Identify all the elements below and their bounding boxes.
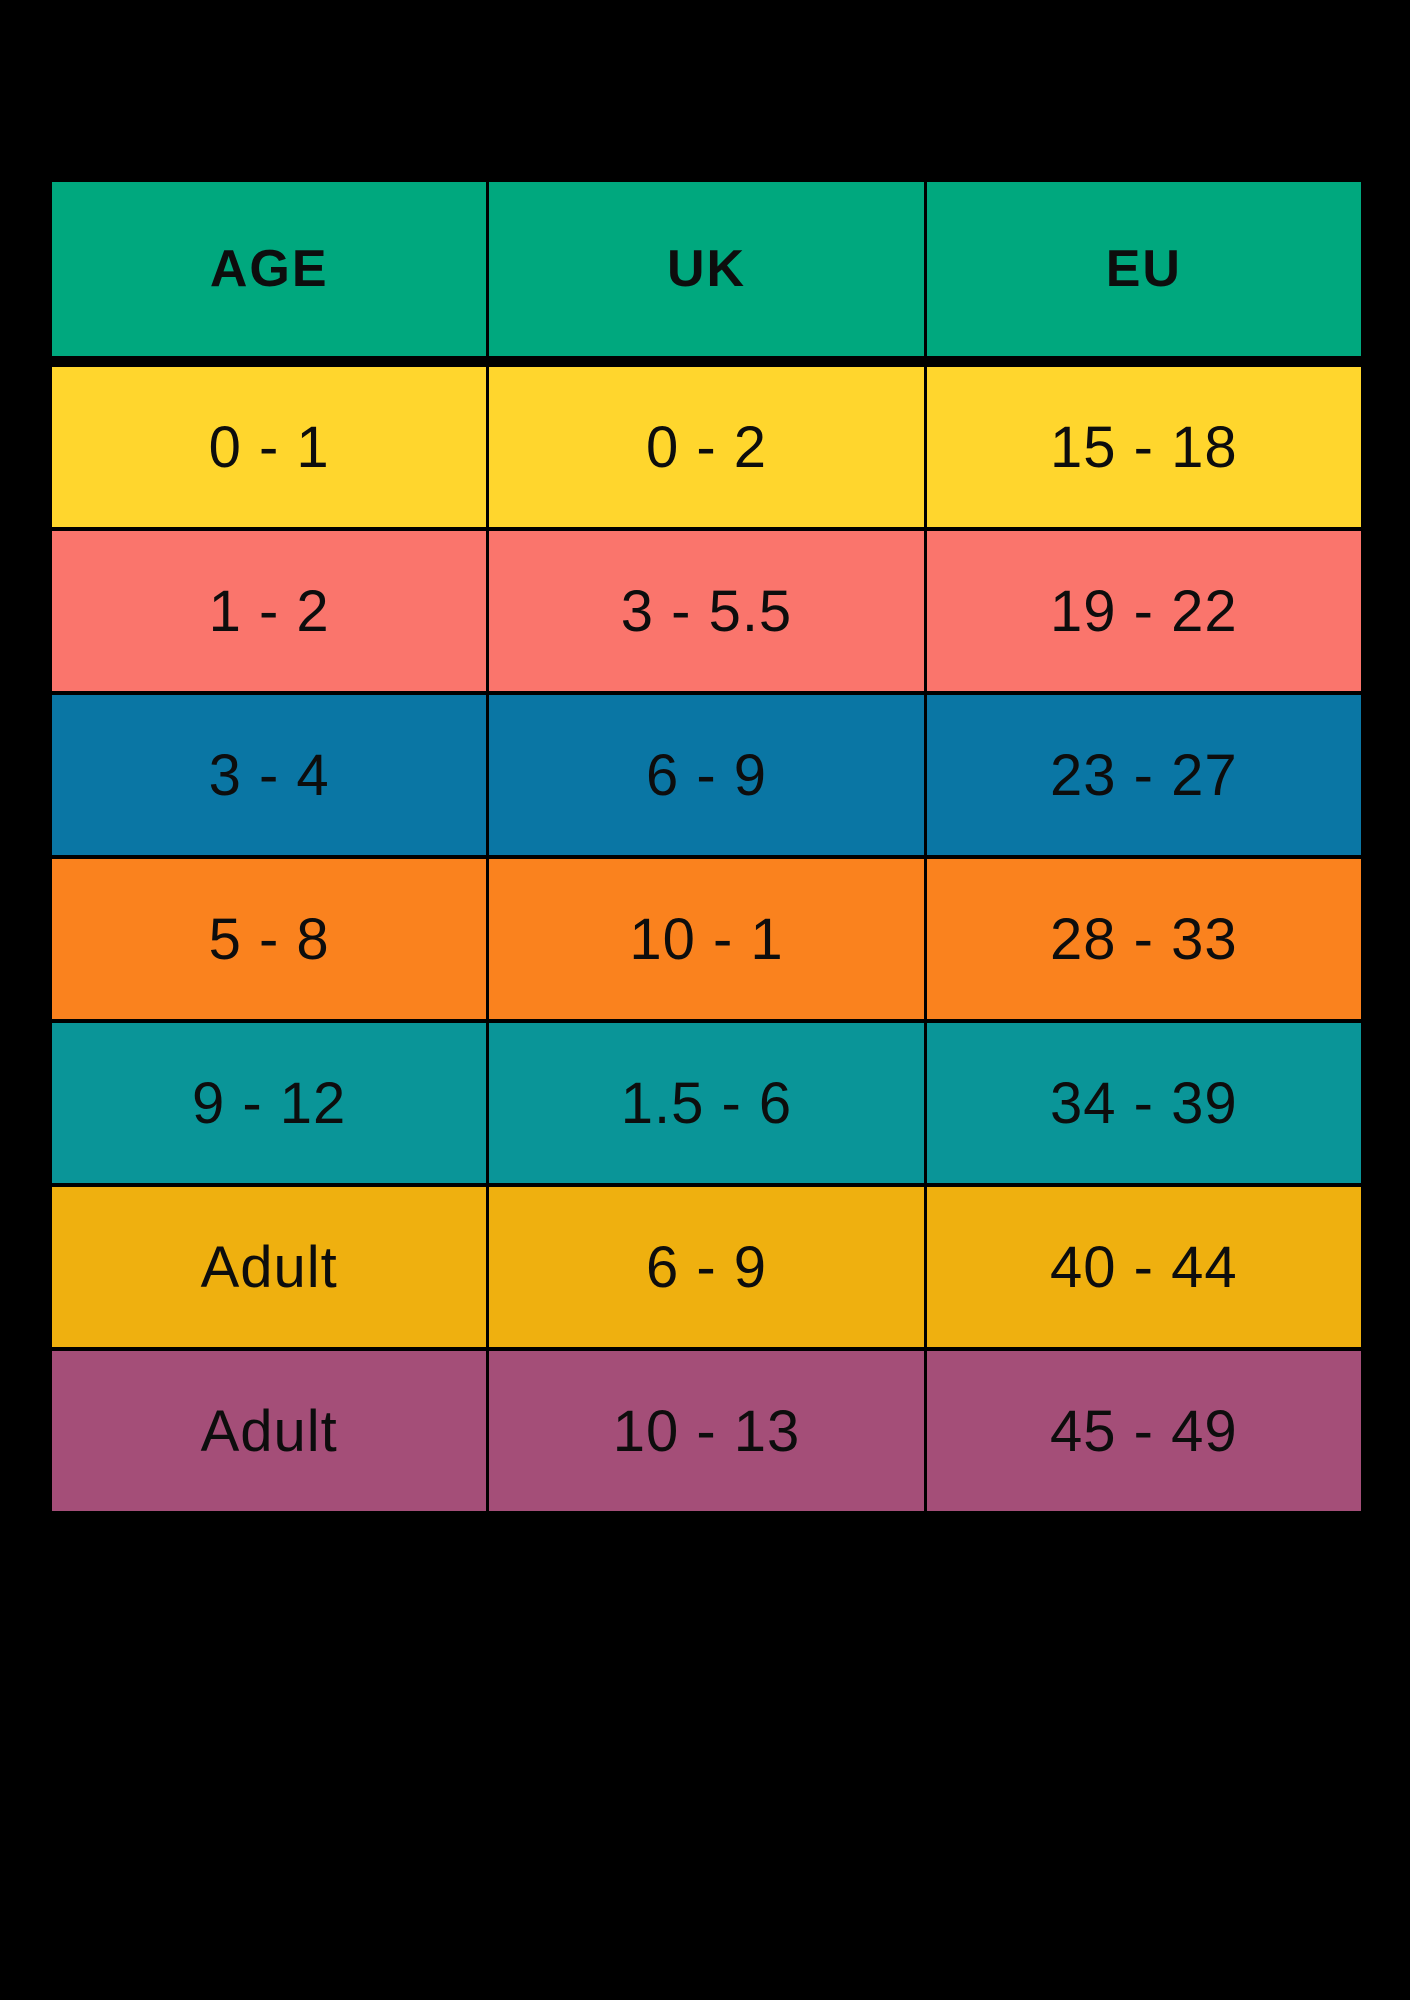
size-chart-table: AGE UK EU 0 - 1 0 - 2 15 - 18 1 - 2 3 - … bbox=[52, 182, 1361, 1511]
table-cell-age: 3 - 4 bbox=[52, 695, 487, 855]
table-row: 9 - 12 1.5 - 6 34 - 39 bbox=[52, 1023, 1361, 1183]
table-cell-age: Adult bbox=[52, 1351, 487, 1511]
table-cell-uk: 6 - 9 bbox=[489, 1187, 924, 1347]
table-cell-age: 5 - 8 bbox=[52, 859, 487, 1019]
table-cell-uk: 3 - 5.5 bbox=[489, 531, 924, 691]
table-cell-uk: 10 - 13 bbox=[489, 1351, 924, 1511]
table-cell-age: Adult bbox=[52, 1187, 487, 1347]
table-cell-eu: 15 - 18 bbox=[926, 367, 1361, 527]
header-cell-age: AGE bbox=[52, 182, 487, 356]
table-cell-eu: 45 - 49 bbox=[926, 1351, 1361, 1511]
table-cell-eu: 23 - 27 bbox=[926, 695, 1361, 855]
table-header-row: AGE UK EU bbox=[52, 182, 1361, 356]
table-cell-uk: 0 - 2 bbox=[489, 367, 924, 527]
table-cell-eu: 40 - 44 bbox=[926, 1187, 1361, 1347]
table-row: Adult 6 - 9 40 - 44 bbox=[52, 1187, 1361, 1347]
table-cell-eu: 34 - 39 bbox=[926, 1023, 1361, 1183]
table-cell-eu: 19 - 22 bbox=[926, 531, 1361, 691]
table-cell-age: 0 - 1 bbox=[52, 367, 487, 527]
header-cell-uk: UK bbox=[489, 182, 924, 356]
table-row: 0 - 1 0 - 2 15 - 18 bbox=[52, 367, 1361, 527]
table-cell-eu: 28 - 33 bbox=[926, 859, 1361, 1019]
header-cell-eu: EU bbox=[926, 182, 1361, 356]
table-cell-uk: 6 - 9 bbox=[489, 695, 924, 855]
table-row: Adult 10 - 13 45 - 49 bbox=[52, 1351, 1361, 1511]
table-row: 1 - 2 3 - 5.5 19 - 22 bbox=[52, 531, 1361, 691]
table-row: 3 - 4 6 - 9 23 - 27 bbox=[52, 695, 1361, 855]
table-cell-uk: 10 - 1 bbox=[489, 859, 924, 1019]
table-cell-age: 1 - 2 bbox=[52, 531, 487, 691]
table-cell-uk: 1.5 - 6 bbox=[489, 1023, 924, 1183]
table-cell-age: 9 - 12 bbox=[52, 1023, 487, 1183]
table-row: 5 - 8 10 - 1 28 - 33 bbox=[52, 859, 1361, 1019]
